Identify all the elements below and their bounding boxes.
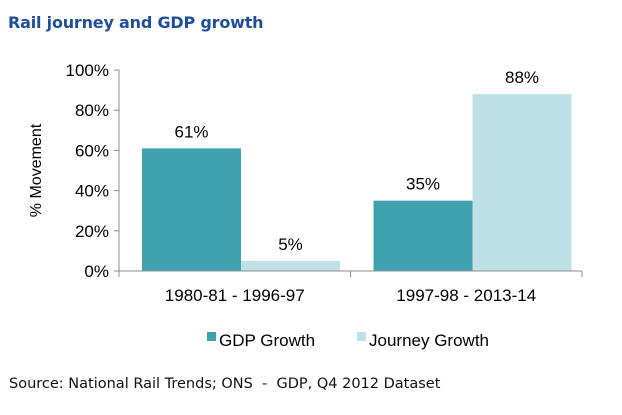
bar-chart: % Movement 0% 20% 40% 60% 80% 100% 61% 5% 35% 88… <box>28 61 583 350</box>
bars: 61% 5% 35% 88% <box>142 68 572 272</box>
data-label: 35% <box>406 175 440 194</box>
y-tick-label: 80% <box>75 101 109 120</box>
x-axis-ticks: 1980-81 - 1996-97 1997-98 - 2013-14 <box>165 286 536 305</box>
legend-label: Journey Growth <box>369 331 489 350</box>
data-label: 5% <box>278 235 303 254</box>
data-label: 61% <box>174 122 208 141</box>
legend-swatch <box>207 332 216 341</box>
bar-journey-growth <box>241 260 340 271</box>
legend-label: GDP Growth <box>219 331 315 350</box>
x-tick-label: 1997-98 - 2013-14 <box>396 286 536 305</box>
legend-swatch <box>357 332 366 341</box>
y-axis-title-group: % Movement <box>28 123 45 217</box>
chart-title: Rail journey and GDP growth <box>8 13 264 32</box>
y-tick-label: 40% <box>75 182 109 201</box>
source-note: Source: National Rail Trends; ONS - GDP,… <box>9 376 441 392</box>
bar-journey-growth <box>472 94 572 272</box>
y-axis-ticks: 0% 20% 40% 60% 80% 100% <box>66 61 119 281</box>
bar-gdp-growth <box>373 200 473 271</box>
y-tick-label: 100% <box>66 61 109 80</box>
y-axis-title: % Movement <box>28 123 45 217</box>
legend: GDP Growth Journey Growth <box>207 331 489 350</box>
x-tick-label: 1980-81 - 1996-97 <box>165 286 305 305</box>
y-tick-label: 20% <box>75 222 109 241</box>
y-tick-label: 0% <box>84 262 109 281</box>
y-tick-label: 60% <box>75 141 109 160</box>
bar-gdp-growth <box>142 148 241 271</box>
axis-lines <box>114 70 583 277</box>
data-label: 88% <box>505 68 539 87</box>
